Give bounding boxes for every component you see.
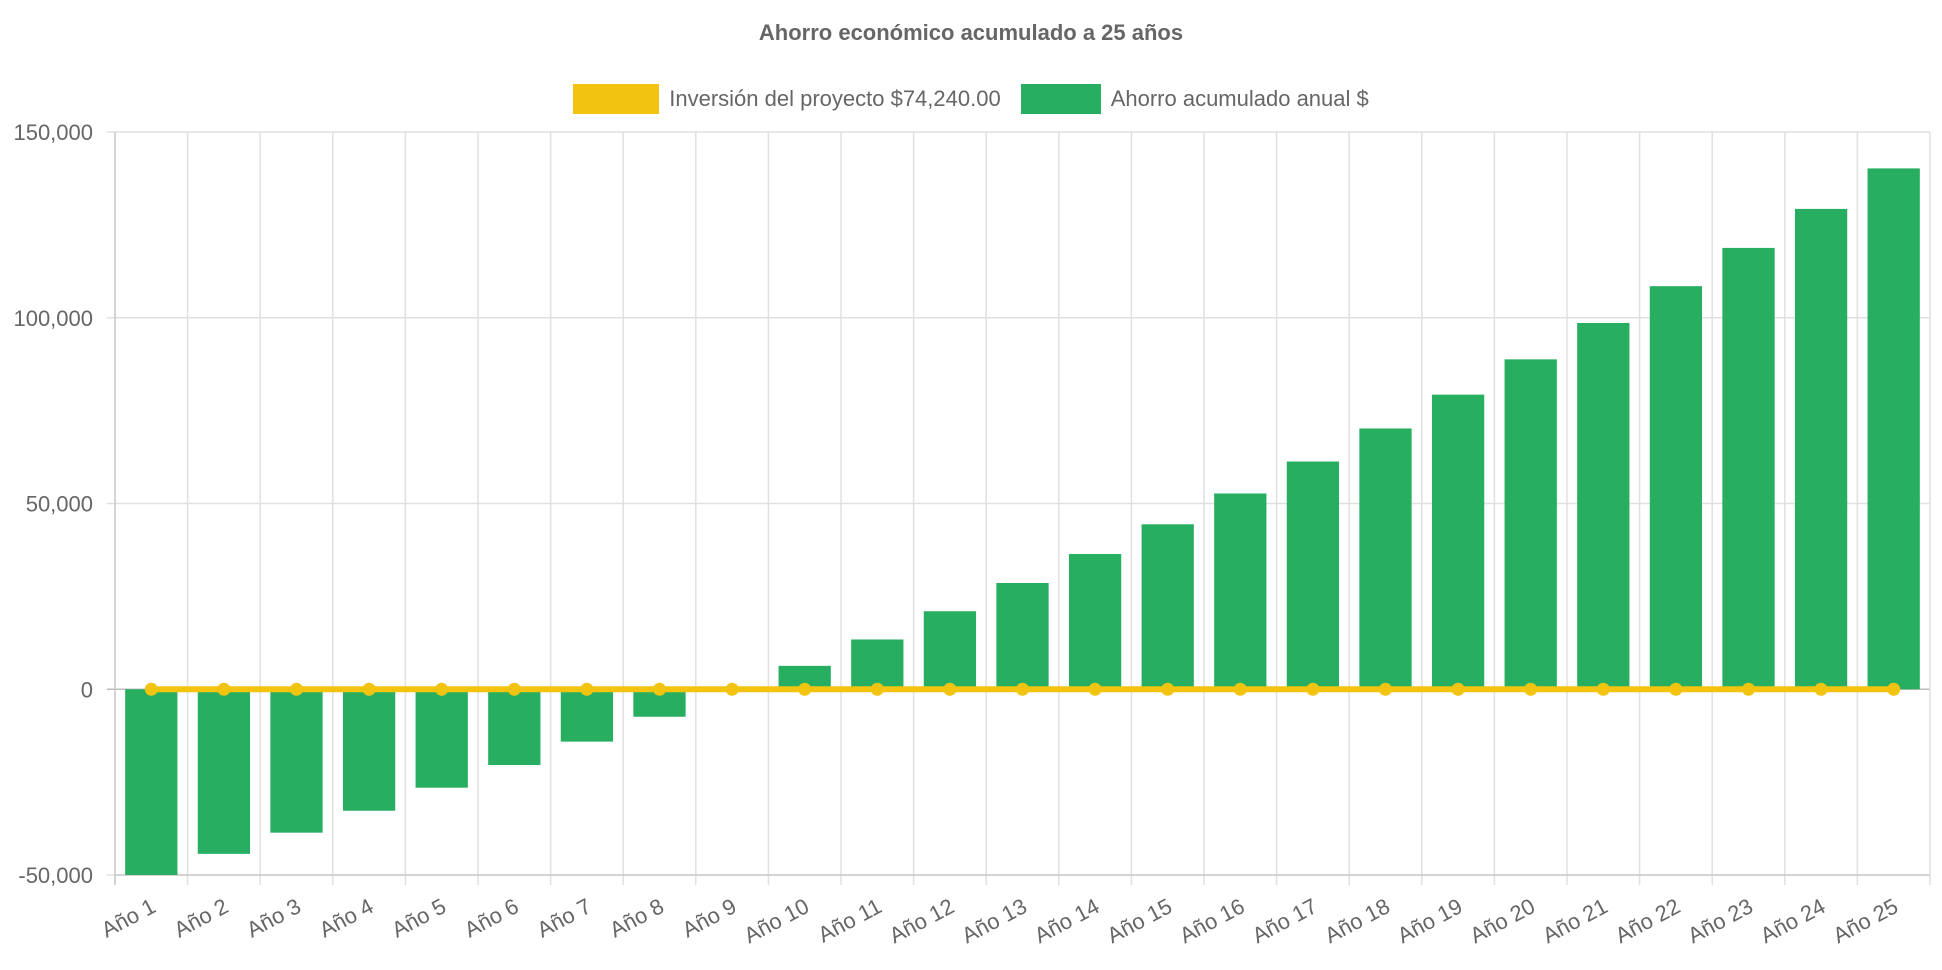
x-tick-label: Año 5 [388,893,451,942]
legend-swatch-ahorro [1020,84,1101,114]
y-tick-label: 50,000 [26,492,93,517]
bar-ahorro [1431,394,1485,690]
point-inversion [943,682,957,696]
point-inversion [653,682,666,696]
x-tick-label: Año 8 [605,893,668,942]
bar-ahorro [270,689,323,833]
point-inversion [362,682,376,696]
bar-ahorro [996,583,1049,690]
x-tick-label: Año 20 [1466,893,1539,948]
x-tick-label: Año 1 [97,893,160,942]
x-tick-label: Año 4 [315,893,378,942]
bar-ahorro [342,689,396,811]
point-inversion [1887,682,1901,696]
point-inversion [144,682,158,696]
point-inversion [580,682,594,696]
x-tick-label: Año 6 [460,893,523,942]
bar-ahorro [851,639,904,690]
legend-item-ahorro[interactable]: Ahorro acumulado anual $ [1020,84,1369,114]
point-inversion [1524,682,1538,696]
x-tick-label: Año 18 [1321,893,1394,948]
bar-ahorro [415,689,468,788]
point-inversion [798,682,812,696]
bar-ahorro [1068,554,1122,690]
legend-swatch-inversion [573,84,660,114]
x-tick-label: Año 17 [1248,893,1321,948]
bar-ahorro [1504,359,1557,690]
point-inversion [1233,682,1247,696]
legend-item-inversion[interactable]: Inversión del proyecto $74,240.00 [573,84,1001,114]
bar-ahorro [560,689,614,742]
point-inversion [1088,682,1102,696]
point-inversion [1742,682,1755,696]
x-tick-label: Año 25 [1829,893,1902,948]
bar-ahorro [1359,428,1412,690]
x-tick-label: Año 19 [1393,893,1466,948]
bar-ahorro [1794,208,1848,690]
point-inversion [1016,682,1029,696]
y-tick-label: 0 [81,677,93,702]
x-tick-label: Año 23 [1684,893,1757,948]
x-tick-label: Año 9 [678,893,741,942]
point-inversion [1306,682,1320,696]
x-tick-label: Año 22 [1611,893,1684,948]
point-inversion [507,682,521,696]
bar-ahorro [1214,493,1267,690]
point-inversion [1161,682,1175,696]
y-tick-label: -50,000 [18,863,93,888]
x-tick-label: Año 15 [1103,893,1176,948]
point-inversion [1669,682,1683,696]
x-tick-label: Año 16 [1175,893,1248,948]
point-inversion [290,682,303,696]
point-inversion [435,682,449,696]
chart-legend: Inversión del proyecto $74,240.00 Ahorro… [0,84,1942,114]
legend-label-inversion: Inversión del proyecto $74,240.00 [669,86,1001,111]
legend-label-ahorro: Ahorro acumulado anual $ [1110,86,1369,111]
bar-ahorro [1141,524,1194,690]
point-inversion [1451,682,1465,696]
point-inversion [870,682,884,696]
bar-ahorro [1577,322,1630,690]
bar-ahorro [923,611,977,690]
bar-ahorro [1286,461,1340,690]
bar-ahorro [778,665,831,690]
x-tick-label: Año 12 [885,893,958,948]
point-inversion [1379,682,1392,696]
x-tick-label: Año 2 [170,893,233,942]
y-tick-label: 150,000 [13,120,93,145]
x-tick-label: Año 13 [958,893,1031,948]
bar-ahorro [488,689,541,766]
x-tick-label: Año 3 [242,893,305,942]
y-tick-label: 100,000 [13,306,93,331]
x-tick-label: Año 21 [1538,893,1611,948]
point-inversion [725,682,739,696]
x-tick-label: Año 7 [533,893,596,942]
x-tick-label: Año 24 [1756,893,1829,948]
x-tick-label: Año 14 [1030,893,1103,948]
chart-title: Ahorro económico acumulado a 25 años [758,20,1184,45]
point-inversion [217,682,231,696]
bar-ahorro [1649,286,1703,690]
bar-ahorro [1722,247,1775,690]
bar-ahorro [125,689,178,875]
x-tick-label: Año 11 [814,893,886,947]
x-tick-label: Año 10 [740,893,813,948]
bar-ahorro [1867,168,1920,690]
point-inversion [1814,682,1828,696]
point-inversion [1596,682,1610,696]
bar-ahorro [197,689,251,854]
